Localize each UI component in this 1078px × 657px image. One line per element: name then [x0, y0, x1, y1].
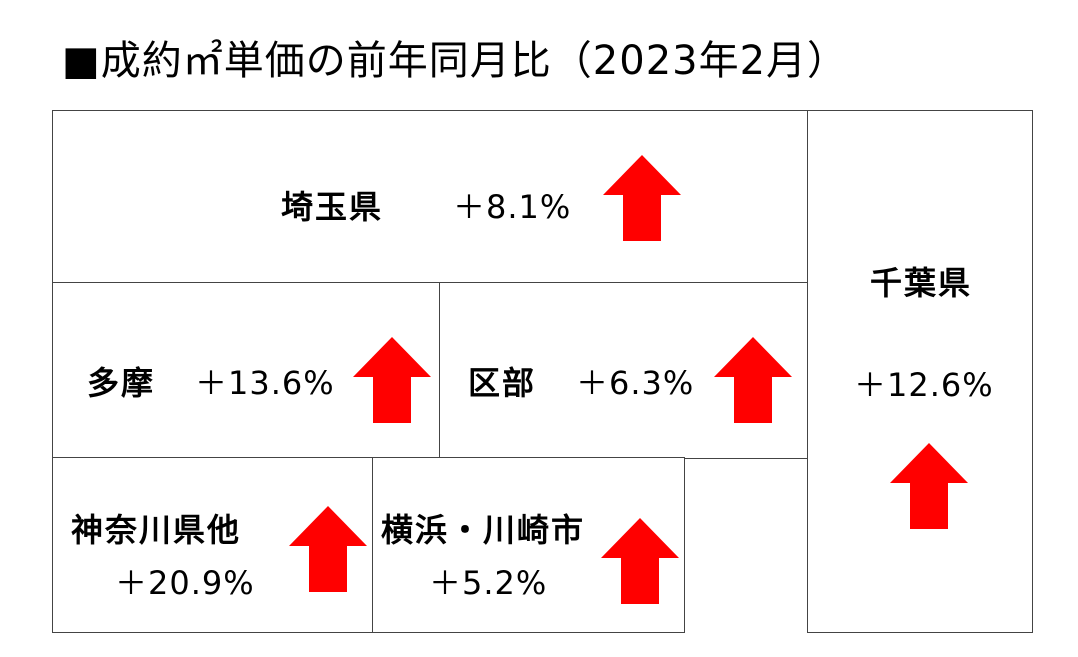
- up-arrow-icon: [603, 155, 681, 241]
- region-cell-yokohama-kawasaki: 横浜・川崎市 ＋5.2%: [372, 457, 685, 633]
- region-value-kanagawa-other: ＋20.9%: [115, 564, 255, 602]
- region-value-tama: ＋13.6%: [195, 364, 335, 402]
- up-arrow-icon: [601, 518, 679, 604]
- region-cell-tama: 多摩 ＋13.6%: [52, 282, 441, 459]
- region-value-yokohama-kawasaki: ＋5.2%: [429, 564, 548, 602]
- up-arrow-icon: [289, 506, 367, 592]
- region-name-yokohama-kawasaki: 横浜・川崎市: [381, 511, 586, 549]
- region-cell-kanagawa-other: 神奈川県他 ＋20.9%: [52, 457, 374, 633]
- region-value-kubu: ＋6.3%: [576, 364, 695, 402]
- region-name-tama: 多摩: [87, 364, 156, 402]
- region-name-kanagawa-other: 神奈川県他: [71, 511, 242, 549]
- region-cell-chiba: 千葉県 ＋12.6%: [807, 110, 1033, 633]
- region-cell-kubu: 区部 ＋6.3%: [439, 282, 809, 459]
- up-arrow-icon: [714, 337, 792, 423]
- up-arrow-icon: [890, 443, 968, 529]
- region-value-chiba: ＋12.6%: [854, 366, 994, 404]
- region-value-saitama: ＋8.1%: [453, 188, 572, 226]
- region-cell-saitama: 埼玉県 ＋8.1%: [52, 110, 809, 284]
- region-name-saitama: 埼玉県: [281, 188, 384, 226]
- page-title: ■成約㎡単価の前年同月比（2023年2月）: [62, 38, 849, 84]
- region-name-chiba: 千葉県: [870, 264, 973, 302]
- up-arrow-icon: [353, 337, 431, 423]
- region-name-kubu: 区部: [468, 364, 537, 402]
